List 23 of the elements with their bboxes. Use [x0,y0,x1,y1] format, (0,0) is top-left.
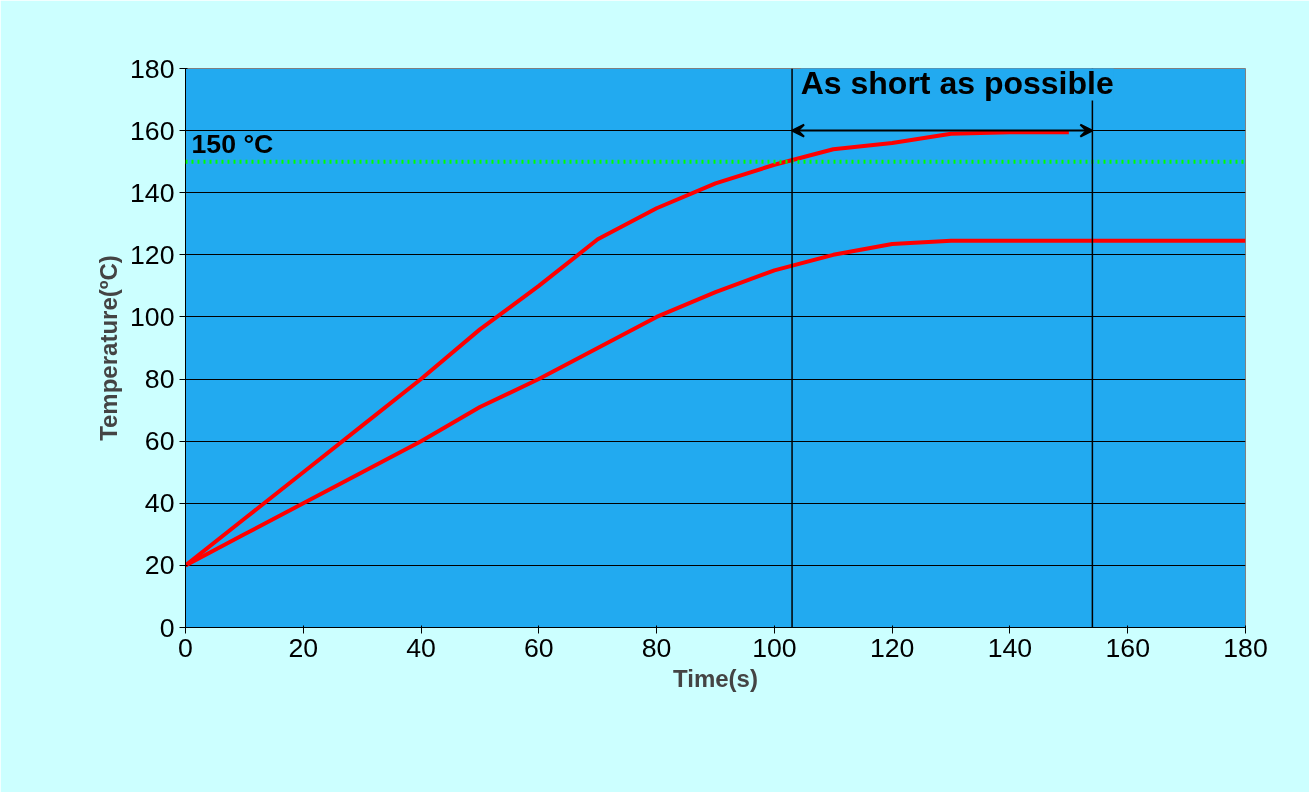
y-tick-label: 0 [159,612,175,643]
y-tick-label: 160 [130,115,175,146]
y-tick-label: 20 [144,550,175,581]
y-axis-title: Temperature(ºC) [95,255,123,441]
x-tick-label: 180 [1223,632,1268,663]
x-tick-label: 80 [641,632,672,663]
ref-line-label: 150 °C [191,128,274,159]
y-tick-label: 40 [144,488,175,519]
y-tick-label: 80 [144,364,175,395]
y-tick-label: 140 [130,177,175,208]
y-tick-label: 60 [144,426,175,457]
y-tick-label: 180 [130,53,175,84]
x-tick-label: 60 [524,632,554,663]
x-tick-label: 140 [987,632,1033,663]
x-tick-label: 20 [288,632,319,663]
annotation: As short as possible [800,64,1114,101]
x-axis-title: Time(s) [673,664,758,692]
y-tick-label: 100 [130,301,175,332]
x-tick-label: 160 [1105,632,1150,663]
y-tick-label: 120 [130,239,175,270]
x-tick-label: 40 [406,632,436,663]
x-tick-label: 120 [869,632,915,663]
x-tick-label: 100 [752,632,797,663]
